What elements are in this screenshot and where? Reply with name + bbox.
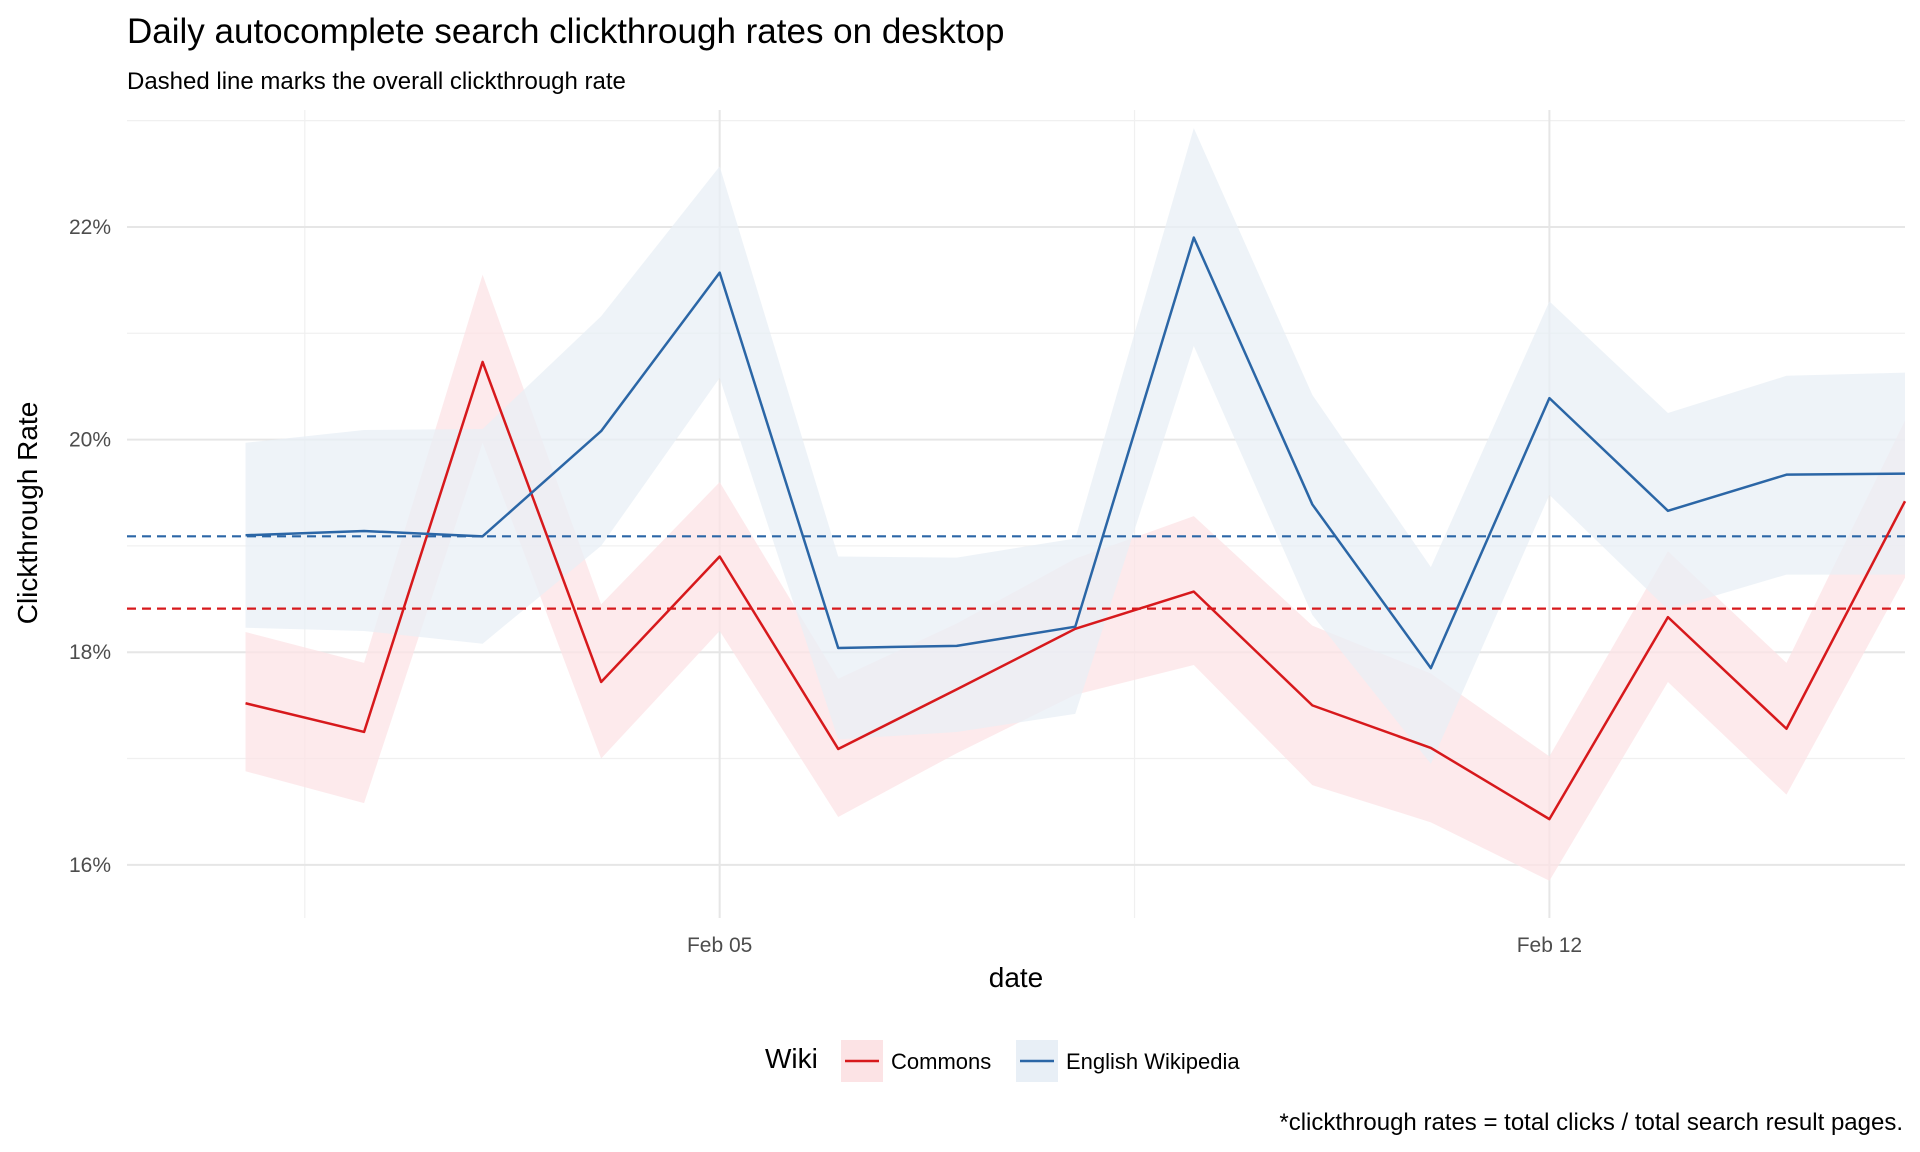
overall-rate-lines [127,535,1905,610]
x-tick-label: Feb 12 [1517,934,1582,957]
y-axis-ticks: 16% 18% 20% 22% [69,216,111,877]
confidence-bands [245,128,1906,881]
y-tick-label: 22% [69,216,111,239]
legend-label-english-wikipedia: English Wikipedia [1066,1049,1240,1074]
series-line-0 [245,360,1907,821]
x-tick-label: Feb 05 [687,934,752,957]
legend-title: Wiki [765,1043,818,1074]
chart-subtitle: Dashed line marks the overall clickthrou… [127,68,626,95]
y-axis-title: Clickthrough Rate [12,402,43,625]
y-tick-label: 20% [69,429,111,452]
y-tick-label: 18% [69,641,111,664]
chart-caption: *clickthrough rates = total clicks / tot… [1279,1109,1903,1136]
legend: Wiki Commons English Wikipedia [765,1040,1240,1082]
x-axis-ticks: Feb 05 Feb 12 [687,934,1582,957]
y-tick-label: 16% [69,854,111,877]
chart-title: Daily autocomplete search clickthrough r… [127,12,1004,51]
series-line-1 [245,236,1906,670]
legend-label-commons: Commons [891,1049,991,1074]
series-lines [245,236,1907,821]
x-axis-title: date [989,962,1044,993]
confidence-band-1 [245,128,1906,764]
